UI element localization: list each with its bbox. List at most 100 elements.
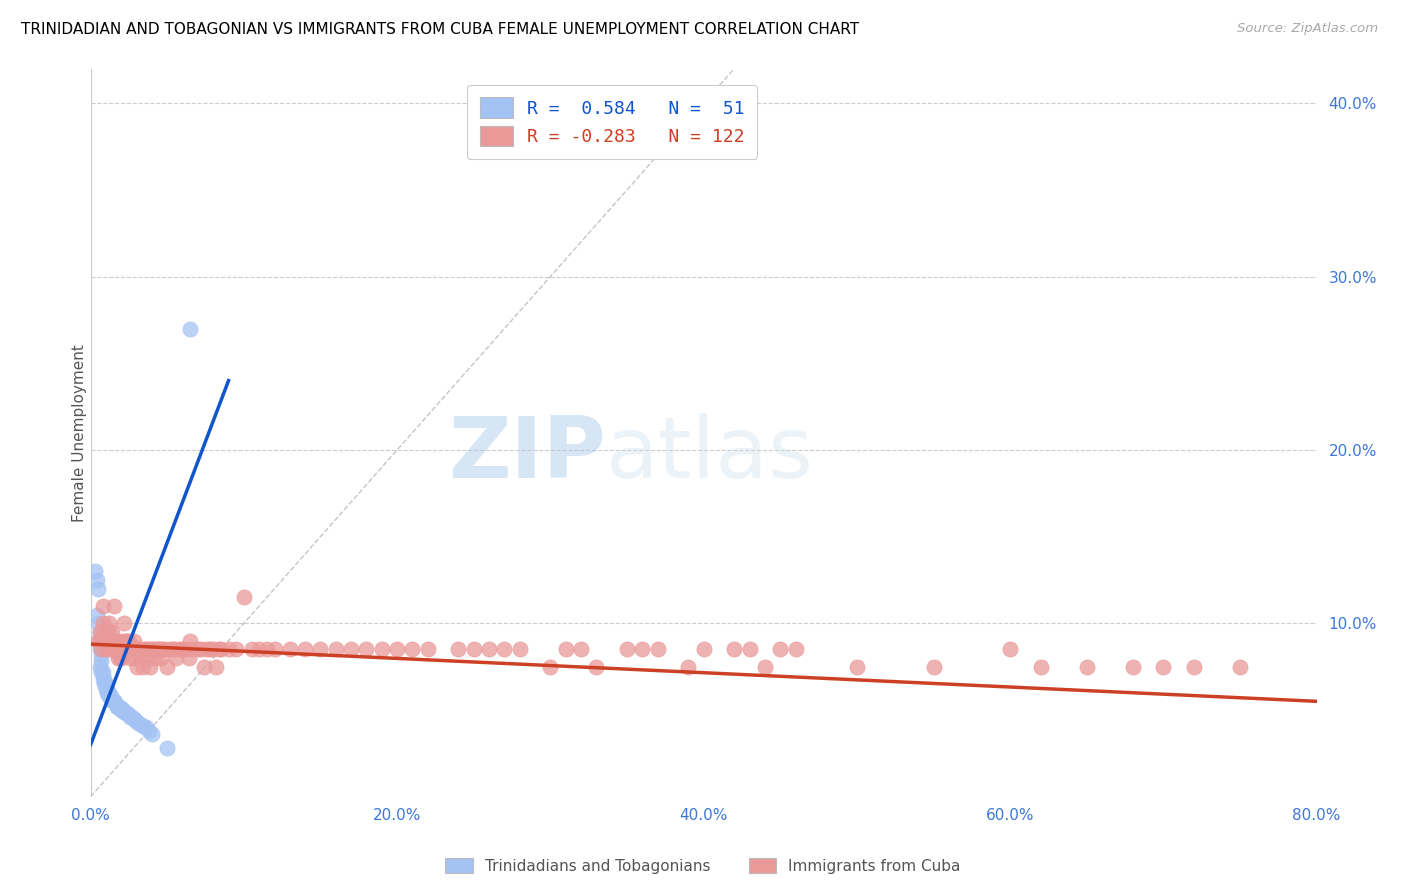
- Point: [136, 651, 159, 665]
- Point: [132, 659, 155, 673]
- Point: [134, 642, 156, 657]
- Point: [94, 633, 117, 648]
- Point: [218, 642, 240, 657]
- Point: [103, 694, 125, 708]
- Point: [122, 651, 145, 665]
- Point: [356, 642, 378, 657]
- Point: [738, 642, 761, 657]
- Point: [115, 633, 138, 648]
- Point: [122, 633, 145, 648]
- Point: [416, 642, 439, 657]
- Point: [108, 701, 131, 715]
- Point: [103, 599, 125, 613]
- Point: [129, 651, 152, 665]
- Point: [94, 642, 117, 657]
- Point: [647, 642, 669, 657]
- Point: [263, 642, 285, 657]
- Point: [107, 699, 129, 714]
- Point: [100, 692, 122, 706]
- Point: [98, 616, 121, 631]
- Point: [98, 624, 121, 639]
- Point: [90, 665, 112, 679]
- Point: [118, 633, 141, 648]
- Point: [225, 642, 247, 657]
- Point: [96, 682, 118, 697]
- Point: [125, 715, 148, 730]
- Point: [103, 694, 125, 708]
- Point: [240, 642, 263, 657]
- Point: [569, 642, 592, 657]
- Point: [371, 642, 394, 657]
- Point: [107, 642, 129, 657]
- Point: [90, 642, 112, 657]
- Point: [93, 624, 115, 639]
- Point: [309, 642, 332, 657]
- Point: [478, 642, 501, 657]
- Y-axis label: Female Unemployment: Female Unemployment: [72, 343, 87, 522]
- Point: [198, 642, 221, 657]
- Point: [100, 633, 122, 648]
- Point: [325, 642, 347, 657]
- Point: [678, 659, 700, 673]
- Point: [96, 642, 118, 657]
- Point: [128, 642, 150, 657]
- Point: [110, 651, 132, 665]
- Point: [96, 686, 118, 700]
- Point: [723, 642, 745, 657]
- Point: [998, 642, 1021, 657]
- Point: [101, 633, 124, 648]
- Point: [128, 717, 150, 731]
- Point: [141, 727, 163, 741]
- Point: [135, 720, 157, 734]
- Point: [127, 642, 149, 657]
- Point: [118, 642, 141, 657]
- Point: [117, 633, 139, 648]
- Point: [616, 642, 638, 657]
- Point: [89, 659, 111, 673]
- Point: [89, 642, 111, 657]
- Point: [769, 642, 792, 657]
- Point: [754, 659, 776, 673]
- Point: [538, 659, 561, 673]
- Legend: R =  0.584   N =  51, R = -0.283   N = 122: R = 0.584 N = 51, R = -0.283 N = 122: [467, 85, 758, 159]
- Point: [187, 642, 209, 657]
- Point: [1152, 659, 1174, 673]
- Point: [105, 642, 128, 657]
- Point: [111, 703, 134, 717]
- Point: [98, 689, 121, 703]
- Point: [87, 633, 110, 648]
- Point: [631, 642, 654, 657]
- Point: [89, 624, 111, 639]
- Point: [138, 642, 160, 657]
- Point: [163, 642, 186, 657]
- Point: [845, 659, 868, 673]
- Point: [104, 633, 127, 648]
- Point: [232, 591, 254, 605]
- Point: [105, 699, 128, 714]
- Point: [190, 642, 212, 657]
- Text: TRINIDADIAN AND TOBAGONIAN VS IMMIGRANTS FROM CUBA FEMALE UNEMPLOYMENT CORRELATI: TRINIDADIAN AND TOBAGONIAN VS IMMIGRANTS…: [21, 22, 859, 37]
- Point: [202, 642, 225, 657]
- Point: [94, 682, 117, 697]
- Point: [98, 686, 121, 700]
- Point: [122, 712, 145, 726]
- Point: [174, 642, 197, 657]
- Point: [494, 642, 516, 657]
- Point: [193, 659, 215, 673]
- Point: [93, 633, 115, 648]
- Point: [169, 642, 191, 657]
- Point: [159, 642, 181, 657]
- Point: [139, 659, 162, 673]
- Point: [87, 633, 110, 648]
- Point: [101, 692, 124, 706]
- Point: [104, 642, 127, 657]
- Point: [112, 616, 135, 631]
- Point: [100, 689, 122, 703]
- Point: [87, 616, 110, 631]
- Point: [179, 321, 201, 335]
- Point: [585, 659, 607, 673]
- Point: [156, 659, 179, 673]
- Point: [120, 710, 142, 724]
- Point: [165, 651, 187, 665]
- Point: [115, 642, 138, 657]
